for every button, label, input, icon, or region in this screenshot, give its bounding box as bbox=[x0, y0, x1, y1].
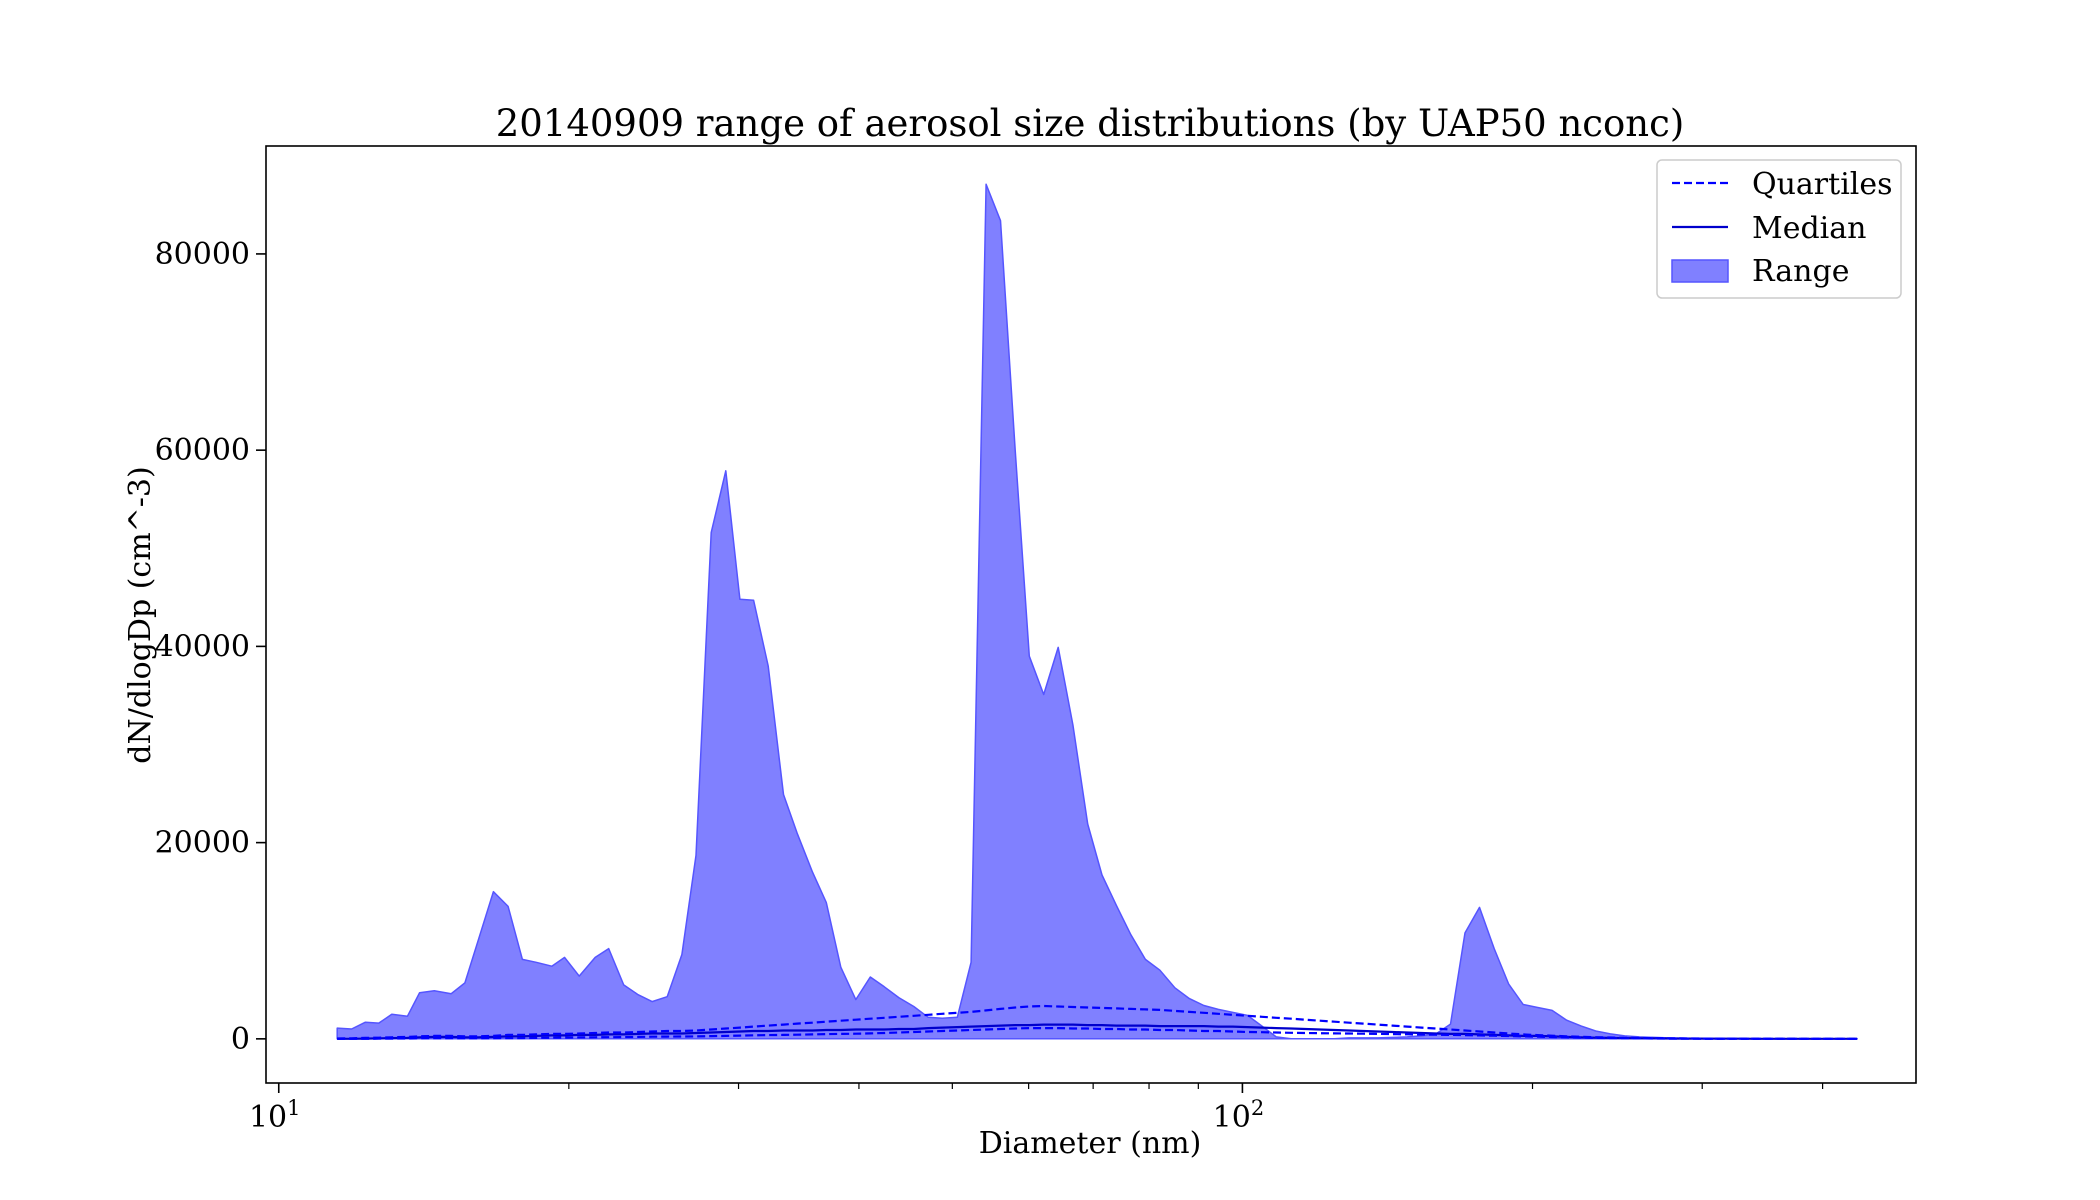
plot-data-layer bbox=[336, 183, 1858, 1040]
y-tick-label: 0 bbox=[231, 1022, 250, 1057]
y-axis: 0 20000 40000 60000 80000 bbox=[155, 237, 266, 1057]
quartile-line-3 bbox=[337, 1026, 1858, 1040]
legend-range-label: Range bbox=[1752, 254, 1849, 289]
y-tick-label: 80000 bbox=[155, 237, 250, 272]
y-axis-label: dN/dlogDp (cm^-3) bbox=[123, 466, 158, 763]
legend-quartiles-label: Quartiles bbox=[1752, 167, 1893, 202]
legend-median-label: Median bbox=[1752, 211, 1866, 246]
plot-frame bbox=[265, 145, 1917, 1084]
y-tick-label: 40000 bbox=[155, 629, 250, 664]
chart-title: 20140909 range of aerosol size distribut… bbox=[496, 102, 1685, 145]
legend: Quartiles Median Range bbox=[1656, 159, 1902, 299]
y-tick-label: 60000 bbox=[155, 433, 250, 468]
y-tick-label: 20000 bbox=[155, 826, 250, 861]
x-axis-label: Diameter (nm) bbox=[979, 1126, 1202, 1161]
legend-range-swatch bbox=[1671, 259, 1729, 283]
